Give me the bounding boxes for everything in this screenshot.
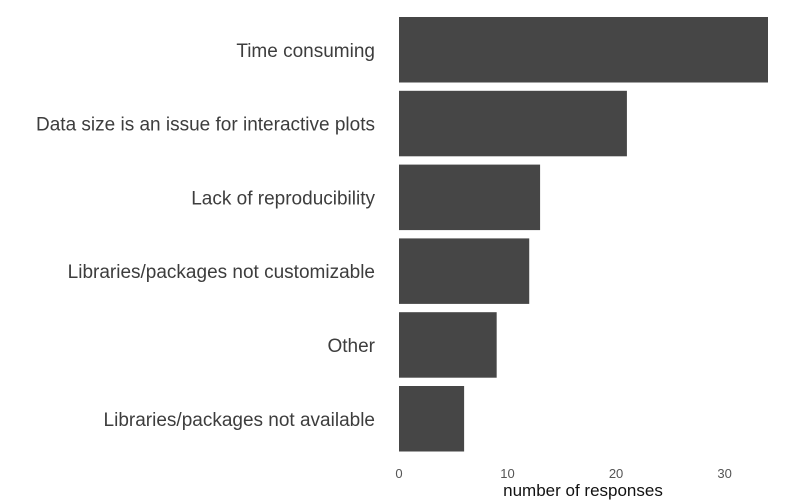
category-label-4: Other (327, 336, 375, 357)
bar-2 (399, 164, 541, 231)
bar-0 (399, 17, 768, 83)
category-label-5: Libraries/packages not available (104, 410, 375, 431)
x-tick-label-1: 10 (500, 466, 514, 481)
x-tick-label-0: 0 (395, 466, 402, 481)
category-labels-group: Time consuming Data size is an issue for … (36, 41, 376, 431)
bar-1 (399, 90, 627, 157)
bars-group (399, 17, 768, 452)
bar-3 (399, 238, 530, 304)
category-label-1: Data size is an issue for interactive pl… (36, 115, 375, 136)
x-tick-labels-group: 0 10 20 30 (395, 466, 731, 481)
x-axis-title: number of responses (503, 481, 663, 500)
x-tick-label-2: 20 (609, 466, 623, 481)
category-label-3: Libraries/packages not customizable (68, 262, 375, 283)
category-label-0: Time consuming (236, 41, 375, 62)
bar-5 (399, 386, 465, 452)
category-label-2: Lack of reproducibility (191, 188, 375, 209)
x-tick-label-3: 30 (717, 466, 731, 481)
bar-4 (399, 312, 497, 378)
